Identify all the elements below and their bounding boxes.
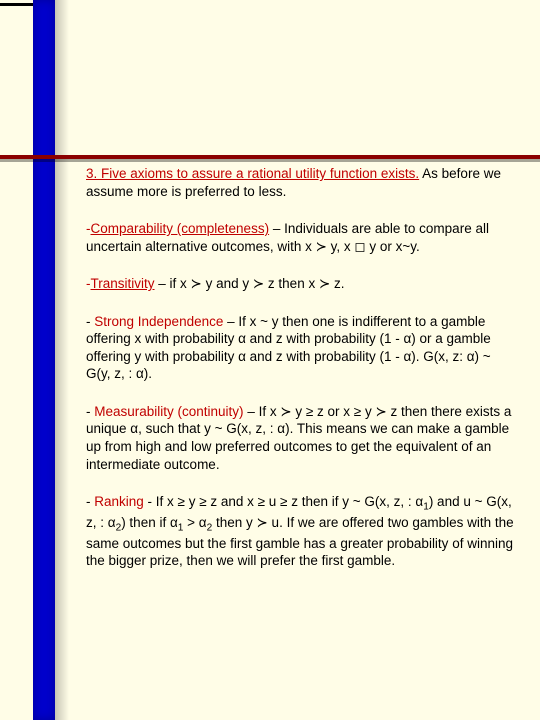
body-d: > α <box>183 515 206 530</box>
axiom-strong-independence: - Strong Independence – If x ~ y then on… <box>86 313 516 383</box>
body-a: - If x ≥ y ≥ z and x ≥ u ≥ z then if y ~… <box>144 494 423 509</box>
axiom-ranking: - Ranking - If x ≥ y ≥ z and x ≥ u ≥ z t… <box>86 493 516 570</box>
axiom-heading: Strong Independence <box>94 314 223 329</box>
axiom-heading: Comparability (completeness) <box>91 221 270 236</box>
body-c: ) then if α <box>121 515 178 530</box>
vertical-blue-bar <box>33 0 55 720</box>
axiom-heading: Transitivity <box>91 276 155 291</box>
section-heading: 3. Five axioms to assure a rational util… <box>86 166 419 181</box>
vertical-bar-shadow <box>55 0 69 720</box>
horizontal-red-rule <box>0 155 540 163</box>
axiom-comparability: -Comparability (completeness) – Individu… <box>86 220 516 255</box>
slide-content: 3. Five axioms to assure a rational util… <box>86 165 516 590</box>
intro-paragraph: 3. Five axioms to assure a rational util… <box>86 165 516 200</box>
axiom-transitivity: -Transitivity – if x ≻ y and y ≻ z then … <box>86 275 516 293</box>
prefix: - <box>86 494 94 509</box>
axiom-body: – if x ≻ y and y ≻ z then x ≻ z. <box>155 276 345 291</box>
axiom-heading: Ranking <box>94 494 144 509</box>
prefix: - <box>86 404 94 419</box>
axiom-measurability: - Measurability (continuity) – If x ≻ y … <box>86 403 516 473</box>
axiom-heading: Measurability (continuity) <box>94 404 243 419</box>
prefix: - <box>86 314 94 329</box>
top-left-tick <box>0 3 33 6</box>
